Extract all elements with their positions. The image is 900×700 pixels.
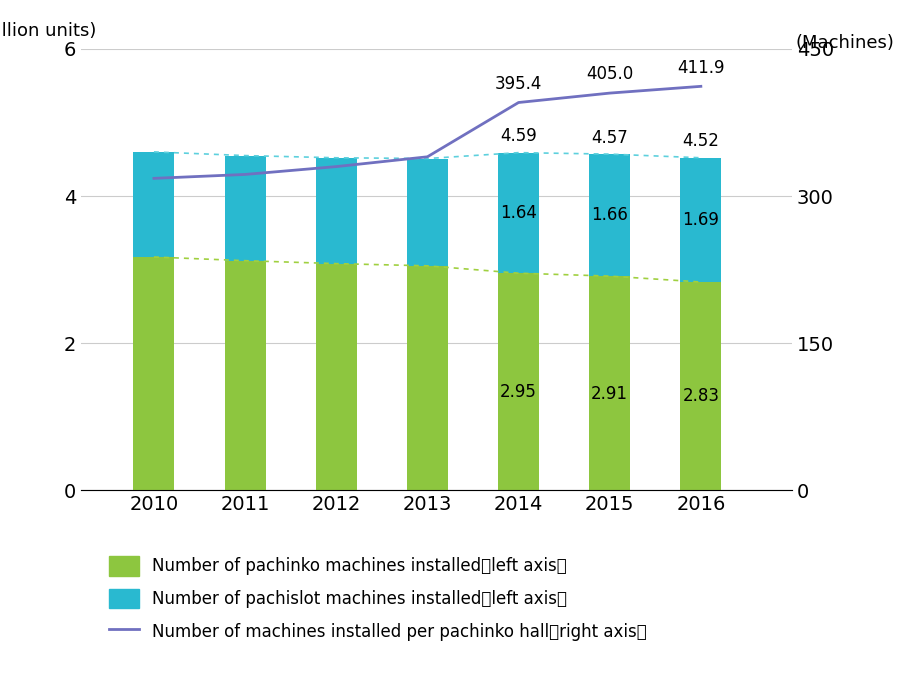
Bar: [498, 273, 539, 490]
Bar: [680, 282, 722, 490]
Bar: [133, 152, 175, 257]
Bar: [133, 257, 175, 490]
Text: 2.91: 2.91: [591, 385, 628, 402]
Bar: [407, 266, 448, 490]
Legend: Number of pachinko machines installed（left axis）, Number of pachislot machines i: Number of pachinko machines installed（le…: [104, 552, 652, 645]
Bar: [316, 264, 356, 490]
Y-axis label: (Million units): (Million units): [0, 22, 96, 40]
Text: 405.0: 405.0: [586, 65, 634, 83]
Bar: [590, 154, 630, 276]
Text: 4.59: 4.59: [500, 127, 537, 146]
Bar: [498, 153, 539, 273]
Text: 1.69: 1.69: [682, 211, 719, 229]
Text: 411.9: 411.9: [677, 59, 724, 76]
Text: 2.83: 2.83: [682, 387, 719, 405]
Bar: [316, 158, 356, 264]
Text: 395.4: 395.4: [495, 75, 542, 92]
Text: 2.95: 2.95: [500, 384, 537, 401]
Y-axis label: (Machines): (Machines): [796, 34, 895, 52]
Text: 1.66: 1.66: [591, 206, 628, 224]
Bar: [680, 158, 722, 282]
Text: 4.52: 4.52: [682, 132, 719, 150]
Bar: [225, 155, 266, 260]
Bar: [590, 276, 630, 490]
Text: 4.57: 4.57: [591, 129, 628, 147]
Text: 1.64: 1.64: [500, 204, 537, 222]
Bar: [407, 158, 448, 266]
Bar: [225, 260, 266, 490]
